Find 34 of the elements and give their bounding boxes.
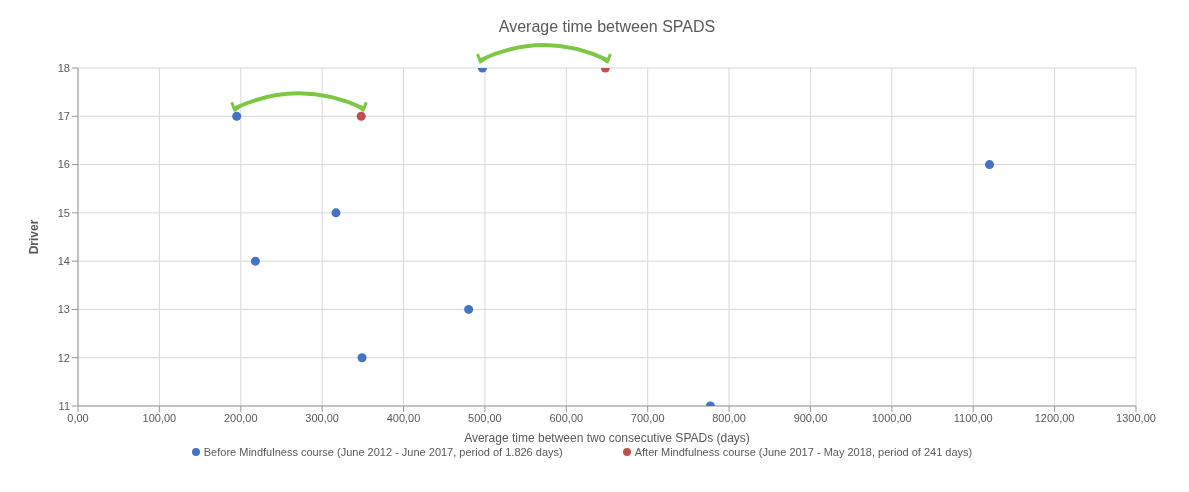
- x-tick-label: 400,00: [386, 411, 421, 424]
- legend-label: After Mindfulness course (June 2017 - May 2018, period of 241 days): [633, 446, 973, 458]
- y-tick-label: 16: [57, 158, 70, 171]
- x-tick-label: 300,00: [305, 411, 339, 424]
- point: [357, 353, 367, 363]
- legend-label: Before Mindfulness course (June 2012 - June 2017, period of 1.826 days): [202, 446, 563, 458]
- x-tick-label: 200,00: [223, 411, 258, 424]
- point: [232, 111, 242, 121]
- y-tick-label: 17: [57, 110, 70, 123]
- x-tick-label: 500,00: [468, 411, 502, 424]
- x-tick-label: 1000,00: [871, 411, 912, 424]
- y-tick-label: 18: [57, 61, 70, 74]
- y-tick-label: 15: [57, 206, 70, 219]
- x-tick-label: 600,00: [549, 411, 584, 424]
- y-tick-label: 14: [57, 255, 70, 268]
- x-tick-label: 800,00: [712, 411, 746, 424]
- y-tick-label: 12: [57, 351, 70, 364]
- x-tick-label: 0,00: [67, 411, 89, 424]
- chart-title: Average time between SPADS: [497, 18, 717, 36]
- y-tick-label: 13: [57, 303, 70, 316]
- y-axis-title: Driver: [27, 219, 42, 255]
- point: [250, 256, 260, 266]
- x-tick-label: 1200,00: [1034, 411, 1075, 424]
- x-tick-label: 900,00: [793, 411, 828, 424]
- x-tick-label: 100,00: [142, 411, 177, 424]
- point: [984, 160, 995, 170]
- point: [331, 208, 341, 218]
- y-tick-label: 11: [58, 399, 70, 412]
- x-tick-label: 700,00: [630, 411, 665, 424]
- point: [356, 111, 366, 121]
- x-tick-label: 1100,00: [953, 411, 993, 424]
- point: [464, 304, 474, 314]
- x-tick-label: 1300,00: [1116, 411, 1156, 424]
- x-axis-title: Average time between two consecutive SPADs (days): [464, 431, 750, 445]
